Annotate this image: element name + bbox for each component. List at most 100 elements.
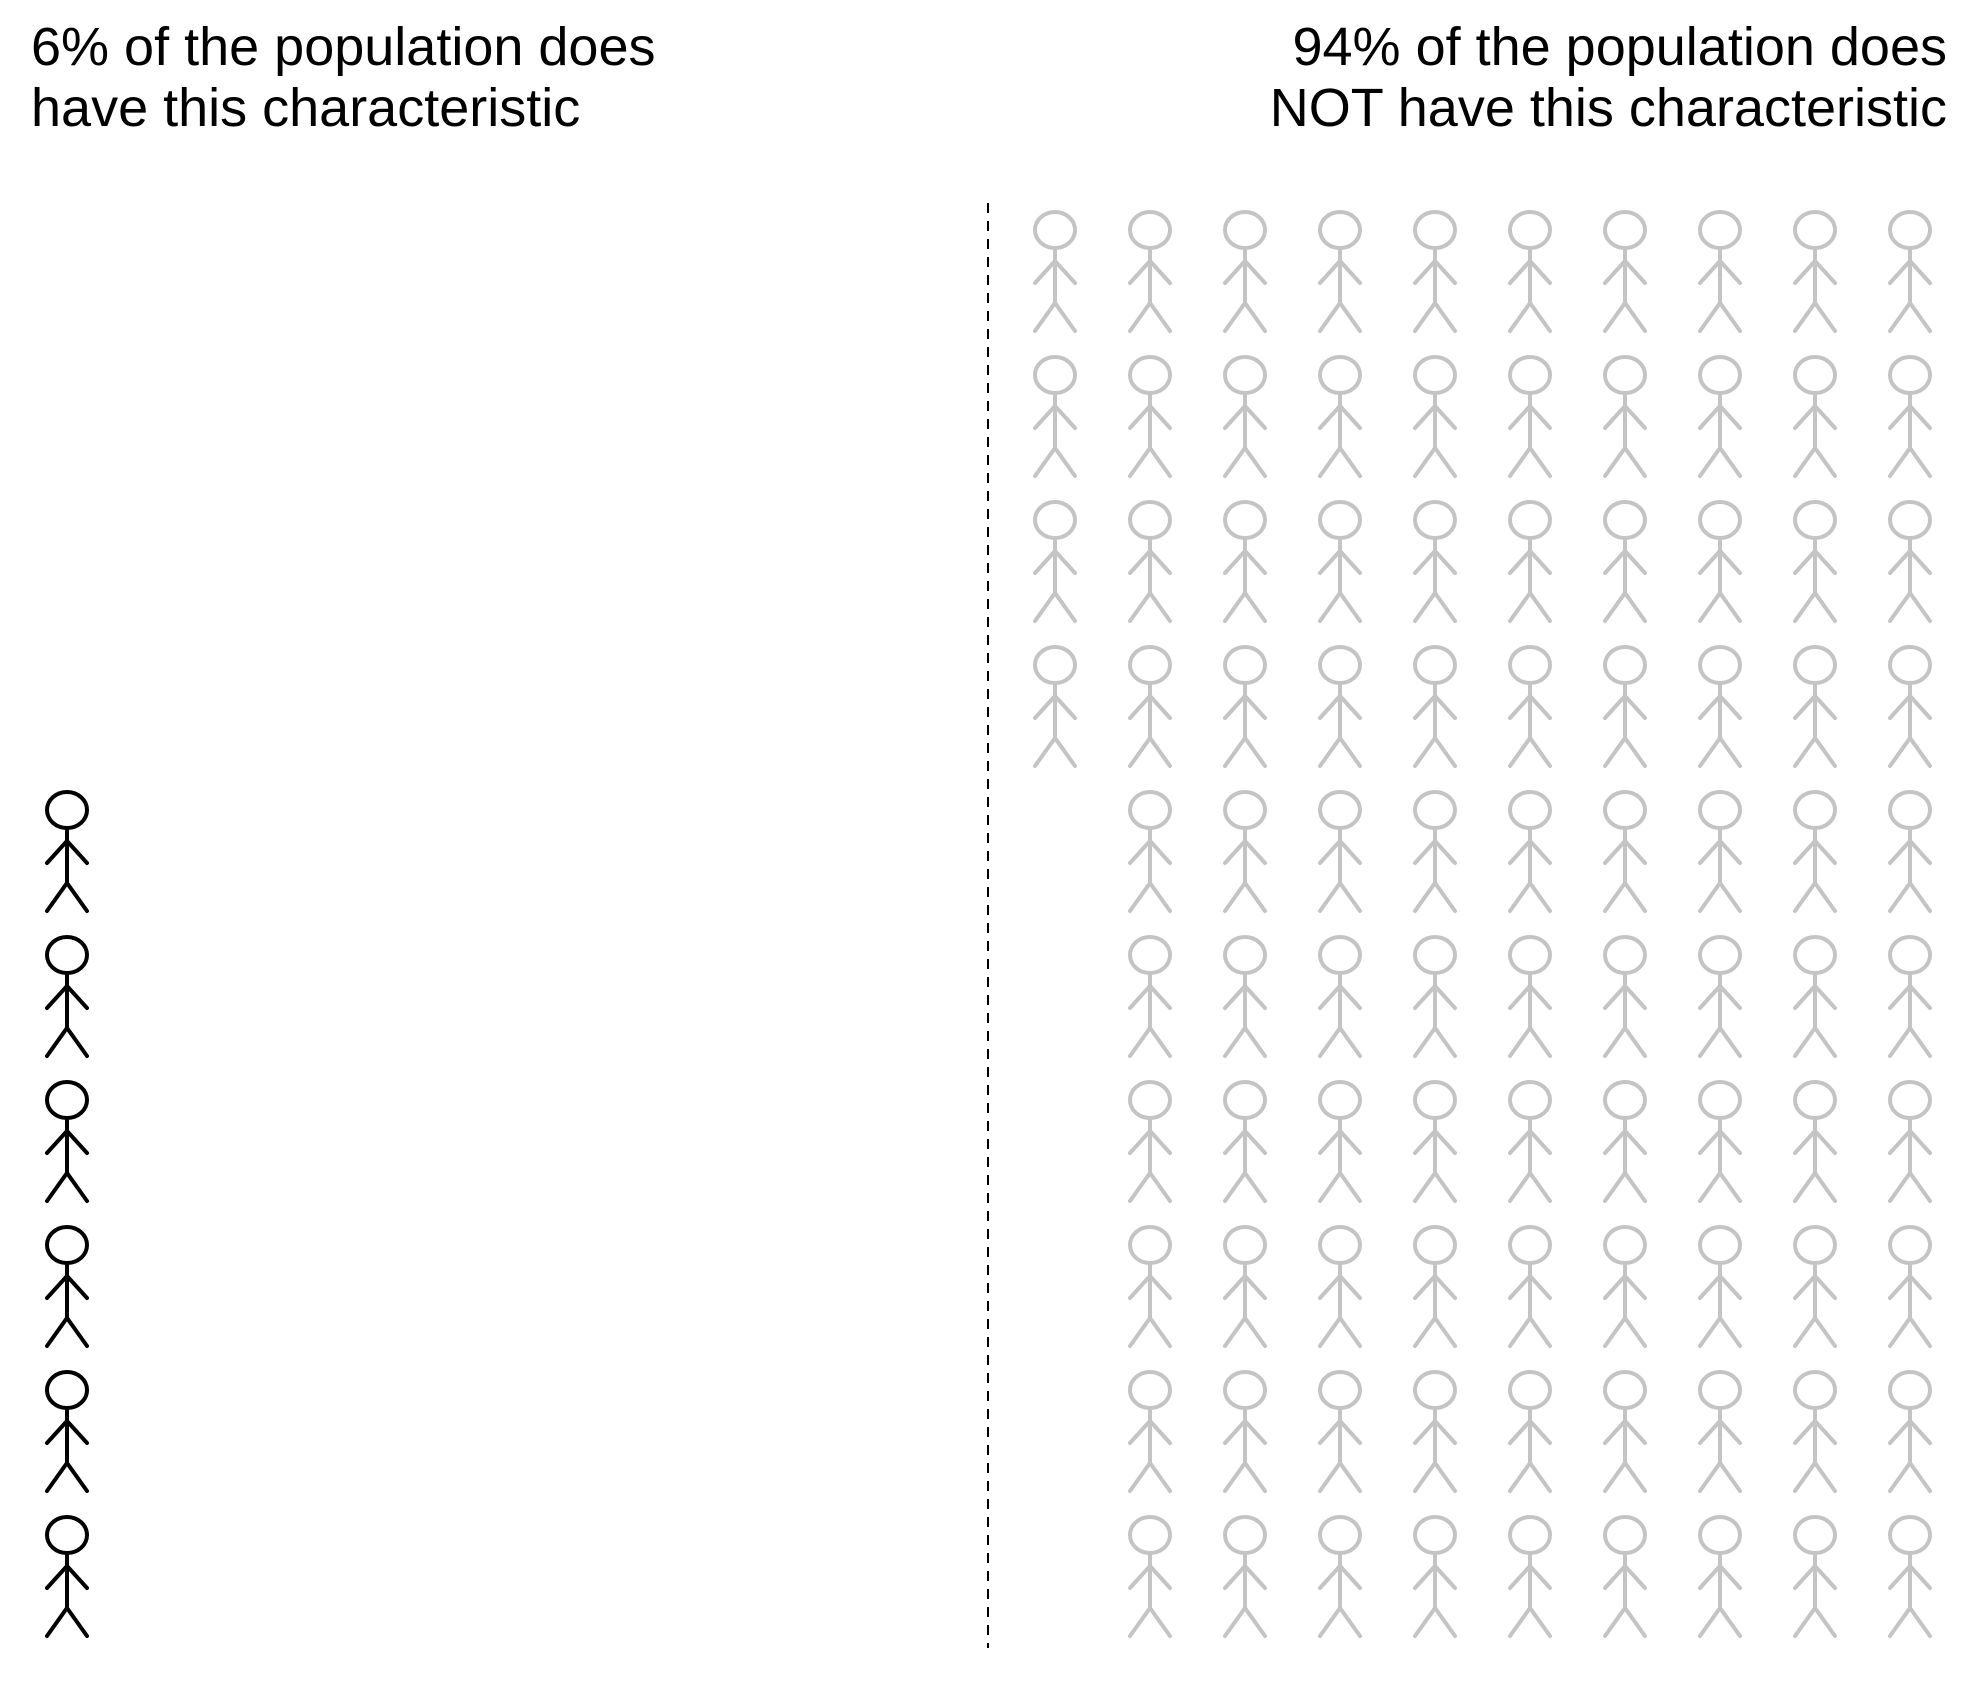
stick-figure-icon: [1413, 500, 1457, 623]
stick-figure-icon: [1318, 500, 1362, 623]
stick-figure-icon: [1888, 355, 1932, 478]
stick-figure-icon: [1793, 1080, 1837, 1203]
stick-figure-icon: [1698, 1080, 1742, 1203]
stick-figure-icon: [1223, 1370, 1267, 1493]
stick-figure-icon: [1128, 210, 1172, 333]
stick-figure-icon: [1223, 1080, 1267, 1203]
stick-figure-icon: [1603, 645, 1647, 768]
stick-figure-icon: [1508, 500, 1552, 623]
stick-figure-icon: [1888, 1370, 1932, 1493]
stick-figure-icon: [1223, 645, 1267, 768]
stick-figure-icon: [1413, 1370, 1457, 1493]
stick-figure-icon: [1413, 645, 1457, 768]
stick-figure-icon: [1128, 1080, 1172, 1203]
stick-figure-icon: [1603, 1080, 1647, 1203]
stick-figure-icon: [1223, 1225, 1267, 1348]
left-figure-group: [45, 790, 89, 1638]
stick-figure-icon: [1413, 790, 1457, 913]
right-figure-group: [1033, 210, 1932, 1638]
stick-figure-icon: [1793, 790, 1837, 913]
stick-figure-icon: [1508, 210, 1552, 333]
stick-figure-icon: [1223, 790, 1267, 913]
right-caption: 94% of the population does NOT have this…: [1270, 17, 1947, 139]
left-caption-line1: 6% of the population does: [31, 17, 656, 77]
stick-figure-icon: [1318, 1370, 1362, 1493]
stick-figure-icon: [1033, 355, 1077, 478]
stick-figure-icon: [45, 1080, 89, 1203]
stick-figure-icon: [1223, 355, 1267, 478]
stick-figure-icon: [1318, 355, 1362, 478]
stick-figure-icon: [1698, 1515, 1742, 1638]
left-caption: 6% of the population does have this char…: [31, 17, 655, 139]
stick-figure-icon: [1508, 1515, 1552, 1638]
left-caption-line2: have this characteristic: [31, 78, 581, 138]
stick-figure-icon: [1128, 645, 1172, 768]
stick-figure-icon: [1603, 500, 1647, 623]
stick-figure-icon: [1603, 1225, 1647, 1348]
stick-figure-icon: [1128, 1225, 1172, 1348]
stick-figure-icon: [1793, 935, 1837, 1058]
stick-figure-icon: [45, 935, 89, 1058]
stick-figure-icon: [1413, 935, 1457, 1058]
stick-figure-icon: [1698, 1370, 1742, 1493]
stick-figure-icon: [1603, 790, 1647, 913]
stick-figure-icon: [1888, 935, 1932, 1058]
stick-figure-icon: [1698, 355, 1742, 478]
stick-figure-icon: [1793, 1515, 1837, 1638]
stick-figure-icon: [1128, 500, 1172, 623]
stick-figure-icon: [1033, 645, 1077, 768]
stick-figure-icon: [1508, 645, 1552, 768]
stick-figure-icon: [45, 1370, 89, 1493]
stick-figure-icon: [1793, 500, 1837, 623]
stick-figure-icon: [1698, 935, 1742, 1058]
stick-figure-icon: [1603, 1515, 1647, 1638]
stick-figure-icon: [1603, 1370, 1647, 1493]
stick-figure-icon: [1508, 1370, 1552, 1493]
stick-figure-icon: [1033, 500, 1077, 623]
stick-figure-icon: [1128, 1370, 1172, 1493]
stick-figure-icon: [1223, 210, 1267, 333]
stick-figure-icon: [1128, 935, 1172, 1058]
stick-figure-icon: [1793, 1370, 1837, 1493]
stick-figure-icon: [1698, 1225, 1742, 1348]
stick-figure-icon: [1793, 645, 1837, 768]
stick-figure-icon: [1223, 500, 1267, 623]
stick-figure-icon: [1698, 500, 1742, 623]
stick-figure-icon: [1508, 935, 1552, 1058]
stick-figure-icon: [1888, 645, 1932, 768]
stick-figure-icon: [1413, 1515, 1457, 1638]
stick-figure-icon: [1698, 790, 1742, 913]
stick-figure-icon: [1508, 1080, 1552, 1203]
stick-figure-icon: [1793, 1225, 1837, 1348]
stick-figure-icon: [1128, 355, 1172, 478]
stick-figure-icon: [1508, 790, 1552, 913]
stick-figure-icon: [1128, 1515, 1172, 1638]
stick-figure-icon: [1318, 645, 1362, 768]
stick-figure-icon: [45, 1515, 89, 1638]
stick-figure-icon: [1793, 355, 1837, 478]
stick-figure-icon: [1888, 210, 1932, 333]
stick-figure-icon: [1223, 935, 1267, 1058]
stick-figure-icon: [1888, 1080, 1932, 1203]
stick-figure-icon: [1888, 500, 1932, 623]
stick-figure-icon: [1603, 935, 1647, 1058]
stick-figure-icon: [1318, 210, 1362, 333]
stick-figure-icon: [1888, 790, 1932, 913]
right-caption-line1: 94% of the population does: [1292, 17, 1947, 77]
stick-figure-icon: [1413, 1225, 1457, 1348]
stick-figure-icon: [1223, 1515, 1267, 1638]
stick-figure-icon: [1318, 1080, 1362, 1203]
stick-figure-icon: [1698, 645, 1742, 768]
stick-figure-icon: [1603, 210, 1647, 333]
stick-figure-icon: [1413, 355, 1457, 478]
stick-figure-icon: [1128, 790, 1172, 913]
stick-figure-icon: [1793, 210, 1837, 333]
stick-figure-icon: [1888, 1225, 1932, 1348]
stick-figure-icon: [45, 1225, 89, 1348]
stick-figure-icon: [1698, 210, 1742, 333]
stick-figure-icon: [1033, 210, 1077, 333]
stick-figure-icon: [1603, 355, 1647, 478]
stick-figure-icon: [1413, 210, 1457, 333]
stick-figure-icon: [1508, 355, 1552, 478]
